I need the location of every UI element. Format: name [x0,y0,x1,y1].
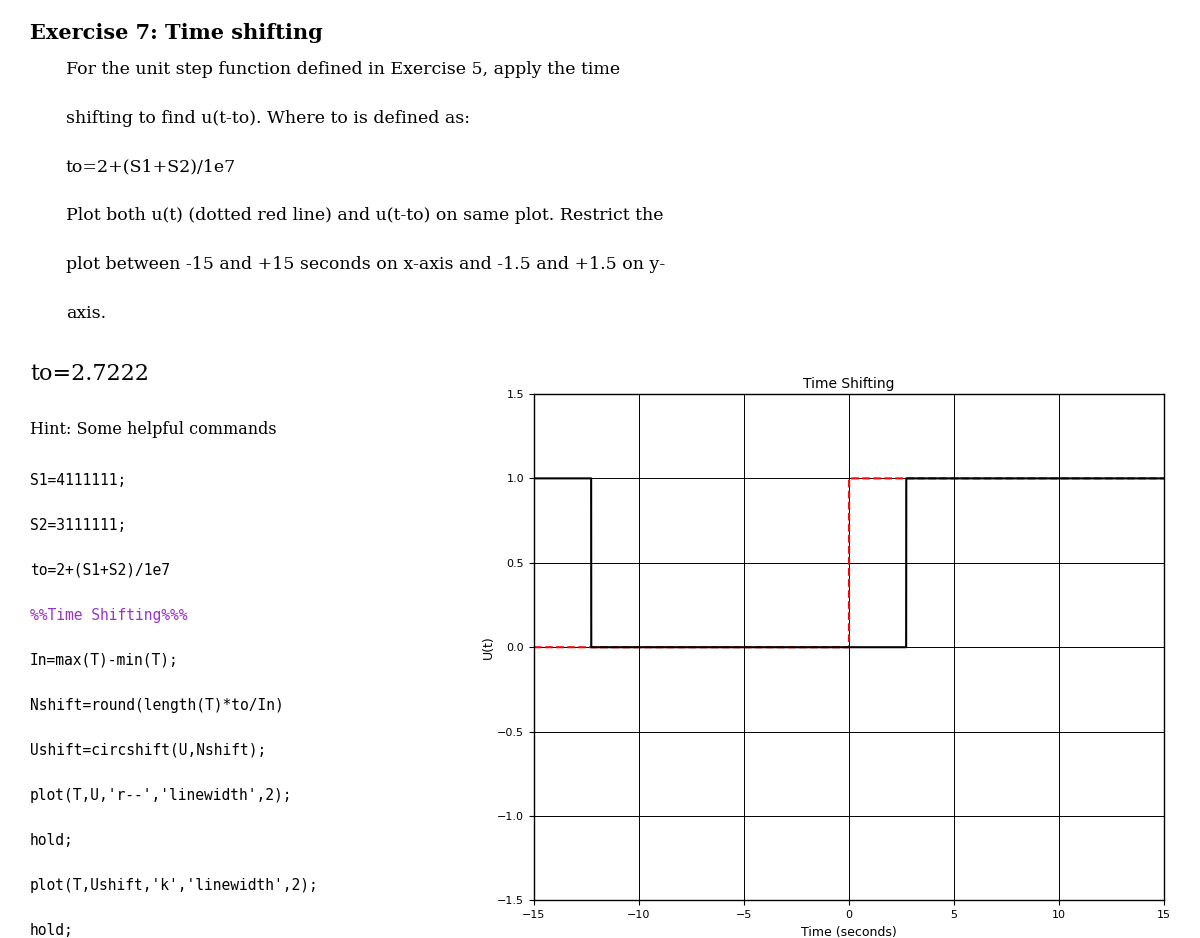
Text: Ushift=circshift(U,Nshift);: Ushift=circshift(U,Nshift); [30,743,266,758]
Text: plot(T,Ushift,'k','linewidth',2);: plot(T,Ushift,'k','linewidth',2); [30,878,319,893]
X-axis label: Time (seconds): Time (seconds) [802,926,896,938]
Text: to=2+(S1+S2)/1e7: to=2+(S1+S2)/1e7 [66,159,236,175]
Text: S2=3111111;: S2=3111111; [30,518,126,533]
Text: to=2+(S1+S2)/1e7: to=2+(S1+S2)/1e7 [30,563,170,578]
Text: plot between -15 and +15 seconds on x-axis and -1.5 and +1.5 on y-: plot between -15 and +15 seconds on x-ax… [66,256,665,273]
Text: S1=4111111;: S1=4111111; [30,473,126,488]
Text: axis.: axis. [66,305,106,322]
Text: Hint: Some helpful commands: Hint: Some helpful commands [30,421,277,438]
Text: In=max(T)-min(T);: In=max(T)-min(T); [30,653,179,668]
Text: Exercise 7: Time shifting: Exercise 7: Time shifting [30,23,323,43]
Text: For the unit step function defined in Exercise 5, apply the time: For the unit step function defined in Ex… [66,61,620,78]
Text: Plot both u(t) (dotted red line) and u(t-to) on same plot. Restrict the: Plot both u(t) (dotted red line) and u(t… [66,207,664,224]
Text: to=2.7222: to=2.7222 [30,363,149,385]
Title: Time Shifting: Time Shifting [803,377,895,391]
Text: %%Time Shifting%%%: %%Time Shifting%%% [30,608,187,623]
Text: Nshift=round(length(T)*to/In): Nshift=round(length(T)*to/In) [30,698,283,713]
Text: hold;: hold; [30,833,73,848]
Y-axis label: U(t): U(t) [481,635,494,659]
Text: plot(T,U,'r--','linewidth',2);: plot(T,U,'r--','linewidth',2); [30,788,293,803]
Text: shifting to find u(t-to). Where to is defined as:: shifting to find u(t-to). Where to is de… [66,110,470,127]
Text: hold;: hold; [30,923,73,938]
